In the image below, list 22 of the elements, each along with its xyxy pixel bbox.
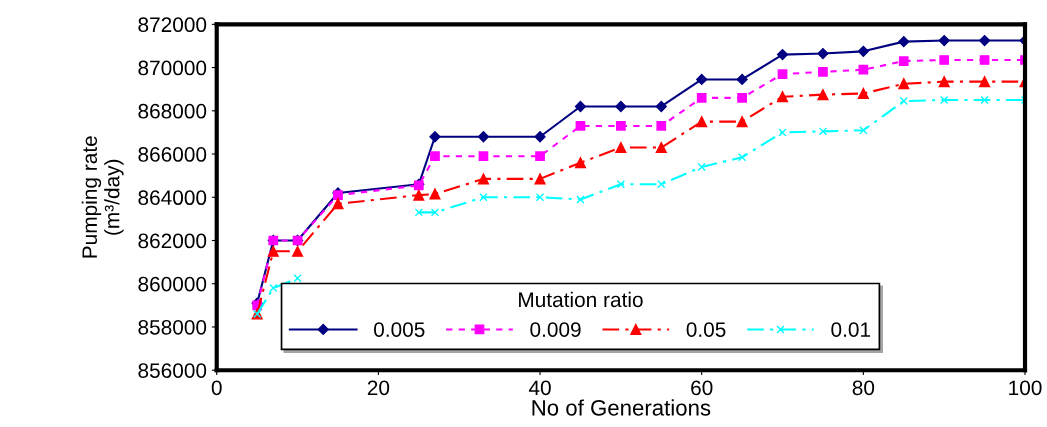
x-tick-label: 100 [1009,380,1042,396]
y-tick-label: 872000 [138,17,207,33]
x-tick-label: 40 [528,380,551,396]
y-tick-label: 858000 [138,319,207,335]
x-tick-label: 80 [852,380,875,396]
x-tick-label: 60 [691,380,713,396]
legend-label: 0.009 [530,322,581,337]
legend-label: 0.05 [686,322,726,337]
x-axis-title: No of Generations [532,399,711,416]
y-tick-label: 860000 [138,276,207,292]
y-tick-label: 864000 [138,190,207,206]
y-tick-label: 868000 [138,103,207,119]
y-tick-label: 862000 [138,233,207,249]
legend-title: Mutation ratio [519,291,643,308]
y-axis-title: Pumping rate (m³/day) [81,136,124,258]
x-tick-label: 0 [211,380,222,396]
y-tick-label: 856000 [138,363,207,378]
y-tick-label: 866000 [138,147,207,162]
legend-label: 0.01 [831,322,871,337]
legend-label: 0.005 [374,322,425,337]
x-tick-label: 20 [367,380,390,396]
y-tick-label: 870000 [138,60,207,76]
